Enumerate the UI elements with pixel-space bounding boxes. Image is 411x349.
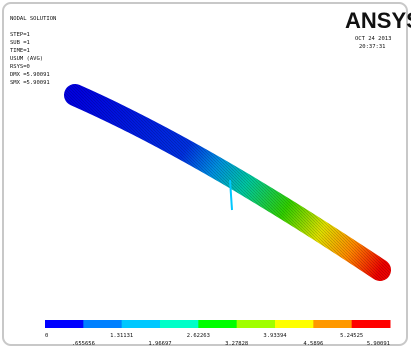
legend-swatch (45, 320, 84, 328)
info-line: USUM (AVG) (10, 56, 43, 62)
legend-label: 4.5896 (303, 341, 323, 347)
legend-label: 1.96697 (148, 341, 171, 347)
info-line: DMX =5.90091 (10, 72, 50, 78)
legend-label: 0 (45, 333, 48, 339)
legend-label: 2.62263 (187, 333, 210, 339)
legend-swatch (122, 320, 161, 328)
legend-swatch (198, 320, 237, 328)
legend-swatch (83, 320, 122, 328)
screen: NODAL SOLUTION STEP=1 SUB =1 TIME=1 USUM (A… (0, 0, 411, 349)
time: 20:37:31 (359, 44, 386, 50)
frame (3, 3, 407, 345)
legend-label: 3.93394 (263, 333, 287, 339)
info-line: STEP=1 (10, 32, 30, 38)
title: NODAL SOLUTION (10, 16, 56, 22)
info-line: SMX =5.90091 (10, 80, 50, 86)
legend-swatch (352, 320, 391, 328)
logo: ANSYS (345, 8, 411, 33)
legend-label: 1.31131 (110, 333, 133, 339)
legend-label: 5.90091 (367, 341, 390, 347)
info-line: TIME=1 (10, 48, 30, 54)
info-line: RSYS=0 (10, 64, 30, 70)
date: OCT 24 2013 (355, 36, 391, 42)
legend-swatch (275, 320, 314, 328)
legend-label: .655656 (72, 341, 95, 347)
legend-swatch (160, 320, 199, 328)
legend-label: 3.27828 (225, 341, 248, 347)
legend-swatch (313, 320, 352, 328)
legend-swatch (237, 320, 276, 328)
info-line: SUB =1 (10, 40, 30, 46)
legend-label: 5.24525 (340, 333, 363, 339)
